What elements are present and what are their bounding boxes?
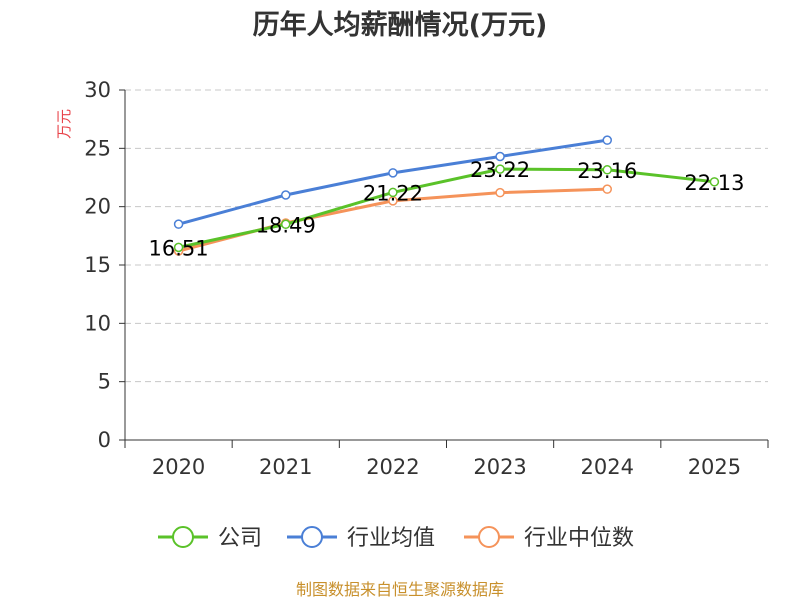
series-group (173, 135, 720, 256)
y-tick-label: 20 (84, 195, 111, 219)
y-tick-label: 25 (84, 136, 111, 160)
data-point-0-4 (602, 165, 612, 175)
legend-label: 行业均值 (347, 526, 435, 551)
legend-item-0[interactable]: 公司 (158, 526, 262, 551)
legend-item-2[interactable]: 行业中位数 (464, 526, 634, 551)
legend-swatch-marker (301, 526, 323, 548)
y-axis-label: 万元 (55, 109, 73, 139)
data-point-2-3 (495, 187, 505, 198)
series-line-0 (177, 167, 716, 249)
data-label: 22.13 (684, 171, 744, 195)
data-point-2-4 (602, 184, 612, 194)
data-label: 23.16 (577, 159, 637, 183)
legend-item-1[interactable]: 行业均值 (287, 526, 435, 551)
chart-title: 历年人均薪酬情况(万元) (253, 9, 548, 41)
x-tick-label-2021: 2021 (259, 455, 312, 479)
data-point-1-3 (495, 151, 505, 162)
x-tick-label-2023: 2023 (473, 455, 526, 479)
x-tick-label-2022: 2022 (366, 455, 419, 479)
data-point-1-4 (602, 135, 612, 145)
data-point-0-5 (709, 177, 720, 187)
data-label: 16.51 (149, 236, 209, 260)
data-point-1-0 (173, 219, 184, 229)
legend[interactable]: 公司 行业均值 行业中位数 (158, 526, 634, 551)
data-point-1-2 (388, 168, 398, 178)
x-tick-label-2025: 2025 (688, 455, 741, 479)
y-tick-label: 30 (84, 78, 111, 102)
x-tick-label-2020: 2020 (152, 455, 205, 479)
legend-swatch-marker (478, 526, 500, 548)
x-tick-label-2024: 2024 (581, 455, 634, 479)
data-label: 23.22 (470, 158, 530, 182)
data-labels: 16.51 18.49 21.22 23.22 23.16 22.13 (149, 158, 745, 260)
data-point-0-0 (173, 242, 184, 253)
y-tick-label: 15 (84, 253, 111, 277)
legend-label: 公司 (218, 526, 262, 551)
legend-label: 行业中位数 (524, 526, 634, 551)
y-tick-label: 0 (98, 428, 111, 452)
data-label: 21.22 (363, 181, 423, 205)
y-tick-label: 10 (84, 311, 111, 335)
data-point-0-3 (495, 164, 505, 174)
y-tick-label: 5 (98, 370, 111, 394)
data-label: 18.49 (256, 213, 316, 237)
data-point-1-1 (281, 190, 291, 200)
data-point-0-1 (281, 219, 291, 230)
legend-swatch-marker (172, 526, 194, 548)
grid-lines (125, 89, 768, 383)
source-note: 制图数据来自恒生聚源数据库 (296, 580, 504, 599)
data-point-0-2 (388, 187, 398, 198)
